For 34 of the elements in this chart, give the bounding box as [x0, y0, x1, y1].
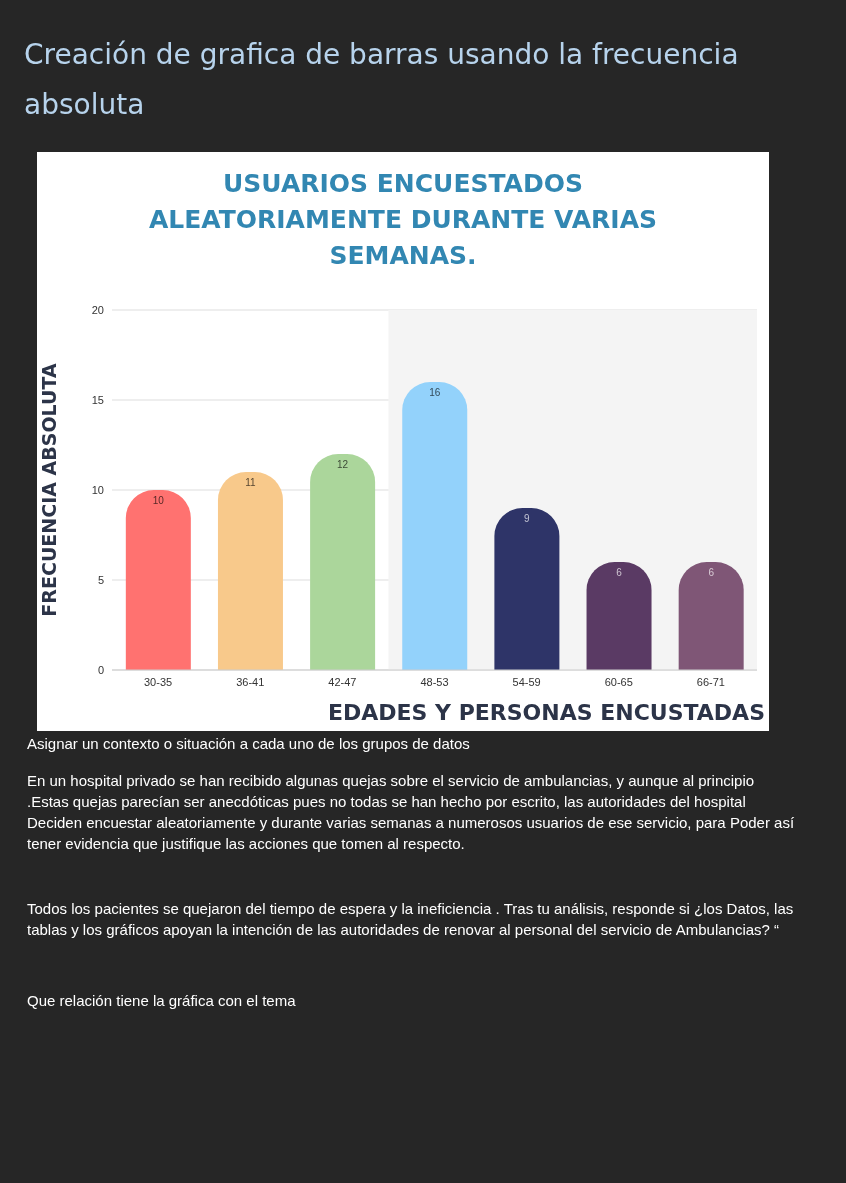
bar [678, 562, 744, 670]
y-tick-label: 15 [91, 393, 104, 406]
text: En un hospital privado se han recibido algunas quejas sobre el servicio de ambulancias, y aunque al principio .Estas quejas parecían ser anecdóticas pues no todas se han hecho por escrito, las autoridades del hospital Deciden encuestar aleatoriamente y durante varias semanas a numerosos usuarios de ese servicio, para Poder así tener evidencia que justifique las acciones que tomen al respecto. [27, 771, 796, 854]
bar [402, 382, 468, 670]
x-tick-label: 60-65 [604, 675, 633, 688]
bar [125, 490, 191, 670]
x-tick-label: 66-71 [696, 675, 725, 688]
x-tick-label: 36-41 [236, 675, 265, 688]
y-axis-title: FRECUENCIA ABSOLUTA [37, 363, 60, 617]
data-label: 11 [245, 477, 257, 488]
x-tick-label: 42-47 [328, 675, 357, 688]
y-tick-label: 20 [91, 303, 104, 316]
chart-title: USUARIOS ENCUESTADOS ALEATORIAMENTE DURANTE VARIAS SEMANAS. [148, 168, 658, 272]
data-label: 6 [616, 567, 623, 578]
chart-subtitle: Creación de grafica de barras usando la frecuencia absoluta [24, 37, 740, 123]
y-tick-label: 0 [97, 663, 104, 676]
data-label: 9 [524, 513, 531, 524]
bar [217, 472, 283, 670]
data-label: 16 [429, 387, 441, 398]
bar [494, 508, 560, 670]
y-tick-label: 10 [91, 483, 104, 496]
x-axis-title: EDADES Y PERSONAS ENCUSTADAS [326, 700, 766, 725]
text: Todos los pacientes se quejaron del tiempo de espera y la ineficiencia . Tras tu análisis, responde si ¿los Datos, las tablas y los gráficos apoyan la intención de las autoridades de renovar al personal del servicio de Ambulancias? “ [27, 899, 795, 940]
data-label: 6 [708, 567, 715, 578]
text: Asignar un contexto o situación a cada uno de los grupos de datos [27, 734, 471, 754]
x-tick-label: 30-35 [144, 675, 173, 688]
x-tick-label: 48-53 [420, 675, 449, 688]
text: Que relación tiene la gráfica con el tema [27, 991, 297, 1011]
x-tick-label: 54-59 [512, 675, 541, 688]
bar [310, 454, 376, 670]
bar [586, 562, 652, 670]
data-label: 12 [337, 459, 349, 470]
y-tick-label: 5 [97, 573, 104, 586]
data-label: 10 [152, 495, 165, 506]
